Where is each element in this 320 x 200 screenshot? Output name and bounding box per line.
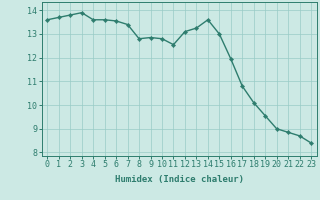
- X-axis label: Humidex (Indice chaleur): Humidex (Indice chaleur): [115, 175, 244, 184]
